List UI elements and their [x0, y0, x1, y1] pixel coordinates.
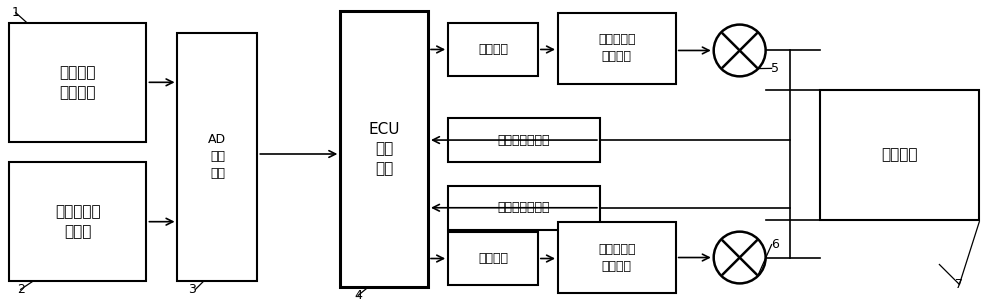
Text: 3: 3	[188, 283, 196, 296]
Text: 1: 1	[12, 6, 20, 19]
Text: ECU
控制
单元: ECU 控制 单元	[368, 122, 400, 176]
Bar	[448, 232, 538, 285]
Bar	[9, 23, 146, 142]
Text: 第二位置传感器: 第二位置传感器	[498, 201, 550, 214]
Bar	[448, 186, 600, 230]
Text: 车身俧倾角
传感器: 车身俧倾角 传感器	[55, 204, 100, 239]
Text: AD
转换
电路: AD 转换 电路	[208, 133, 226, 181]
Bar	[558, 13, 676, 84]
Bar	[177, 32, 257, 282]
Bar	[558, 222, 676, 293]
Bar	[820, 90, 979, 220]
Text: 6: 6	[771, 238, 779, 251]
Text: 方向盘转
角传感器: 方向盘转 角传感器	[59, 65, 96, 100]
Text: 第一前照灯
执行机构: 第一前照灯 执行机构	[598, 33, 636, 63]
Bar	[9, 162, 146, 282]
Text: 4: 4	[354, 289, 362, 302]
Text: 第一尺机: 第一尺机	[478, 43, 508, 56]
Bar	[448, 118, 600, 162]
Bar	[448, 23, 538, 76]
Text: 第二前照灯
执行机构: 第二前照灯 执行机构	[598, 243, 636, 273]
Text: 7: 7	[955, 278, 963, 291]
Text: 第二尺机: 第二尺机	[478, 252, 508, 265]
Text: 光电开关: 光电开关	[881, 147, 918, 162]
Text: 5: 5	[771, 62, 779, 75]
Bar	[340, 11, 428, 287]
Text: 2: 2	[17, 283, 25, 296]
Text: 第一位置传感器: 第一位置传感器	[498, 133, 550, 147]
